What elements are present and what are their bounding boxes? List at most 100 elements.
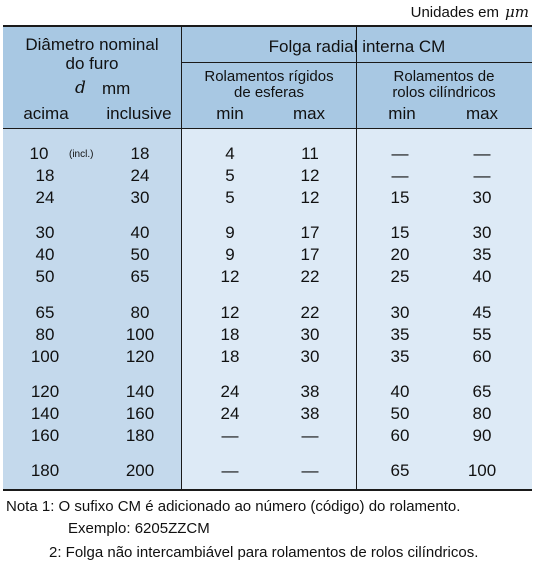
cell-cyl-min: 20 (390, 245, 410, 264)
divider-bore (181, 27, 182, 489)
cell-cyl-min: 40 (390, 382, 410, 401)
cell-over: 40 (35, 245, 55, 264)
cell-ball-max: 30 (300, 325, 320, 344)
cell-ball-max: 17 (300, 223, 320, 242)
cell-incl: 140 (125, 382, 155, 401)
mm-unit: mm (102, 79, 131, 98)
cell-cyl-max: 65 (472, 382, 492, 401)
cell-ball-max: 22 (300, 303, 320, 322)
note-example: Exemplo: 6205ZZCM (68, 520, 210, 537)
cell-incl: 65 (130, 267, 150, 286)
cyl-title-line2: rolos cilíndricos (392, 84, 496, 101)
cyl-max-header: max (465, 104, 499, 123)
cell-ball-min: 12 (220, 303, 240, 322)
cell-cyl-min: 60 (390, 426, 410, 445)
diameter-title-line1: Diâmetro nominal (25, 35, 159, 54)
cell-ball-min: — (221, 461, 239, 480)
cyl-min-header: min (388, 104, 416, 123)
cell-cyl-max: 55 (472, 325, 492, 344)
cell-cyl-min: 50 (390, 404, 410, 423)
units-text: Unidades em (410, 4, 500, 21)
cell-over: 100 (30, 347, 60, 366)
cell-over: 10 (29, 144, 49, 163)
cell-ball-max: 12 (300, 166, 320, 185)
divider-types (356, 27, 357, 489)
cell-ball-max: — (301, 461, 319, 480)
cell-cyl-min: 25 (390, 267, 410, 286)
cell-over: 18 (35, 166, 55, 185)
cell-cyl-max: 30 (472, 188, 492, 207)
cell-ball-max: 38 (300, 404, 320, 423)
cell-incl: 180 (125, 426, 155, 445)
units-symbol: μm (505, 3, 529, 21)
cell-cyl-min: — (391, 144, 409, 163)
cell-over: 65 (35, 303, 55, 322)
cell-ball-max: 11 (301, 144, 319, 163)
ball-min-header: min (216, 104, 244, 123)
cell-cyl-min: 15 (390, 188, 410, 207)
cell-cyl-min: 35 (390, 347, 410, 366)
cell-ball-min: 9 (225, 223, 235, 242)
cell-over: 120 (30, 382, 60, 401)
cell-ball-max: 30 (300, 347, 320, 366)
cell-over: 50 (35, 267, 55, 286)
cell-ball-max: — (301, 426, 319, 445)
ball-title-line1: Rolamentos rígidos (204, 68, 334, 85)
cell-cyl-max: — (473, 166, 491, 185)
cell-cyl-max: 45 (472, 303, 492, 322)
diameter-title-line2: do furo (65, 54, 119, 73)
bore-header-bg (3, 27, 181, 129)
cell-incl: 24 (130, 166, 150, 185)
cell-incl: 160 (125, 404, 155, 423)
cell-incl: 100 (125, 325, 155, 344)
note-2: 2: Folga não intercambiável para rolamen… (49, 544, 479, 561)
clearance-title: Folga radial interna CM (268, 37, 446, 56)
divider-header (3, 128, 532, 129)
cell-cyl-min: 15 (390, 223, 410, 242)
cell-cyl-min: 35 (390, 325, 410, 344)
cell-over: 30 (35, 223, 55, 242)
cell-cyl-max: 100 (467, 461, 497, 480)
cell-ball-min: 18 (220, 347, 240, 366)
clearance-header-bg (182, 27, 532, 129)
d-symbol: d (75, 78, 86, 98)
cell-incl: 200 (125, 461, 155, 480)
cell-cyl-max: 35 (472, 245, 492, 264)
col-inclusive: inclusive (106, 104, 172, 123)
cell-cyl-max: — (473, 144, 491, 163)
cell-incl: 30 (130, 188, 150, 207)
cell-cyl-max: 30 (472, 223, 492, 242)
cell-over: 24 (35, 188, 55, 207)
cyl-title-line1: Rolamentos de (393, 68, 495, 85)
col-acima: acima (23, 104, 69, 123)
cell-ball-min: 24 (220, 404, 240, 423)
cell-cyl-max: 60 (472, 347, 492, 366)
cell-ball-min: 18 (220, 325, 240, 344)
cell-over: 180 (30, 461, 60, 480)
cell-ball-min: — (221, 426, 239, 445)
note-1: Nota 1: O sufixo CM é adicionado ao núme… (6, 498, 461, 515)
cell-ball-max: 17 (300, 245, 320, 264)
cell-incl: 50 (130, 245, 150, 264)
cell-ball-max: 38 (300, 382, 320, 401)
cell-over: 160 (30, 426, 60, 445)
cell-over: 140 (30, 404, 60, 423)
divider-title (182, 62, 532, 63)
cell-cyl-min: 30 (390, 303, 410, 322)
cell-ball-min: 9 (225, 245, 235, 264)
cell-incl: 80 (130, 303, 150, 322)
cell-incl: 40 (130, 223, 150, 242)
cell-cyl-max: 80 (472, 404, 492, 423)
cell-ball-min: 12 (220, 267, 240, 286)
cell-ball-min: 5 (225, 188, 235, 207)
ball-max-header: max (292, 104, 326, 123)
cell-incl: 18 (130, 144, 150, 163)
cell-incl: 120 (125, 347, 155, 366)
cell-ball-min: 4 (225, 144, 235, 163)
cell-ball-max: 22 (300, 267, 320, 286)
cell-over-note: (incl.) (69, 149, 94, 160)
cell-ball-max: 12 (300, 188, 320, 207)
cell-cyl-max: 90 (472, 426, 492, 445)
units-label: Unidades em μm (411, 3, 529, 21)
cell-ball-min: 5 (225, 166, 235, 185)
